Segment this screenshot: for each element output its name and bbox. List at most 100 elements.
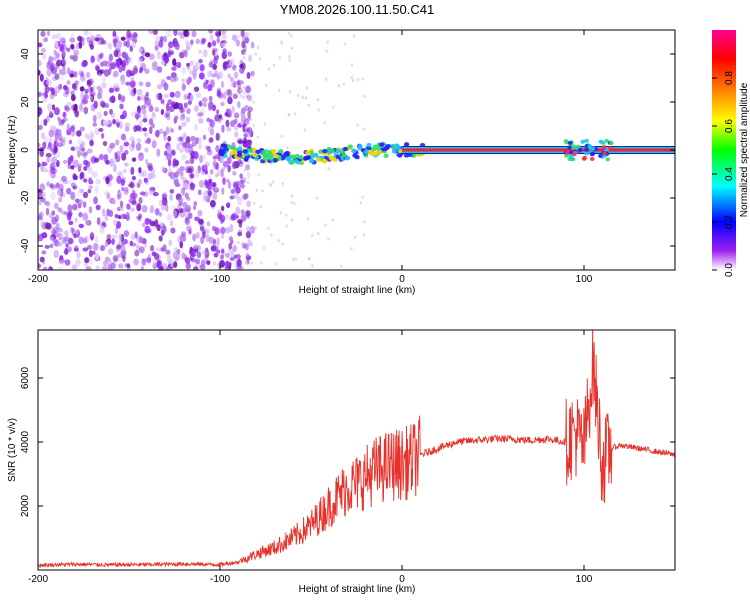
heatmap-cell	[290, 46, 294, 50]
heatmap-cell	[107, 248, 114, 255]
heatmap-cell	[286, 146, 289, 150]
heatmap-cell	[155, 129, 160, 138]
heatmap-cell	[159, 221, 164, 227]
heatmap-cell	[45, 207, 50, 216]
heatmap-cell	[199, 107, 206, 116]
heatmap-cell	[74, 244, 79, 251]
heatmap-cell	[169, 220, 174, 227]
heatmap-cell	[191, 70, 198, 76]
heatmap-cell	[229, 195, 235, 200]
heatmap-cell	[73, 184, 78, 190]
heatmap-cell	[353, 235, 357, 240]
heatmap-cell	[356, 78, 360, 82]
heatmap-cell	[101, 82, 107, 89]
heatmap-cell	[109, 62, 113, 71]
heatmap-cell	[181, 252, 186, 260]
heatmap-cell	[187, 68, 192, 74]
heatmap-cell	[198, 179, 205, 188]
heatmap-cell	[224, 227, 231, 234]
heatmap-cell	[216, 109, 220, 115]
heatmap-cell	[577, 147, 583, 152]
heatmap-cell	[145, 158, 149, 165]
heatmap-cell	[225, 88, 232, 96]
heatmap-cell	[122, 110, 127, 119]
heatmap-cell	[57, 116, 61, 121]
heatmap-x-ticks: -200 -100 0 100	[28, 30, 593, 285]
heatmap-cell	[191, 141, 197, 147]
heatmap-cell	[51, 56, 58, 61]
heatmap-cell	[112, 118, 116, 125]
heatmap-cell	[130, 207, 135, 212]
heatmap-cell	[269, 183, 273, 187]
heatmap-cell	[174, 90, 181, 99]
heatmap-cell	[162, 167, 168, 174]
heatmap-cell	[116, 122, 120, 128]
heatmap-cell	[67, 246, 72, 253]
heatmap-cell	[185, 40, 189, 46]
heatmap-cell	[98, 53, 103, 60]
heatmap-cell	[99, 225, 105, 234]
heatmap-cell	[65, 243, 69, 248]
heatmap-cell	[224, 260, 230, 268]
heatmap-cell	[245, 252, 250, 258]
heatmap-cell	[261, 189, 264, 193]
heatmap-cell	[89, 130, 94, 139]
heatmap-cell	[331, 218, 334, 222]
heatmap-cell	[156, 84, 163, 90]
heatmap-cell	[122, 238, 128, 245]
heatmap-cell	[101, 40, 107, 45]
heatmap-cell	[164, 113, 169, 119]
heatmap-cell	[121, 63, 126, 72]
heatmap-cell	[112, 199, 116, 205]
heatmap-cell	[222, 143, 228, 148]
heatmap-cell	[172, 158, 177, 165]
heatmap-cell	[66, 187, 72, 195]
heatmap-cell	[91, 171, 98, 178]
heatmap-cell	[179, 166, 185, 172]
heatmap-cell	[138, 47, 143, 54]
heatmap-cell	[232, 171, 237, 176]
heatmap-cell	[340, 264, 343, 268]
heatmap-cell	[211, 182, 217, 188]
heatmap-cell	[50, 166, 55, 175]
heatmap-cell	[151, 113, 157, 121]
heatmap-cell	[89, 139, 94, 147]
heatmap-cell	[85, 219, 92, 226]
heatmap-cell	[567, 145, 572, 150]
heatmap-cell	[121, 95, 126, 103]
heatmap-cell	[55, 222, 60, 231]
heatmap-cell	[206, 117, 211, 123]
heatmap-cell	[70, 32, 75, 39]
heatmap-cell	[90, 94, 95, 103]
heatmap-cell	[66, 47, 71, 52]
heatmap-cell	[575, 144, 581, 149]
heatmap-cell	[53, 202, 59, 209]
heatmap-cell	[136, 105, 141, 114]
heatmap-cell	[83, 30, 89, 36]
heatmap-cell	[80, 71, 84, 78]
heatmap-cell	[187, 100, 192, 105]
heatmap-cell	[48, 141, 52, 149]
heatmap-cell	[135, 142, 142, 151]
heatmap-cell	[49, 147, 54, 152]
heatmap-cell	[38, 124, 43, 131]
heatmap-cell	[303, 128, 306, 132]
heatmap-cell	[350, 63, 354, 67]
heatmap-cell	[192, 233, 197, 242]
heatmap-cell	[198, 72, 205, 80]
heatmap-cell	[109, 158, 115, 167]
heatmap-cell	[95, 265, 100, 270]
heatmap-cell	[116, 175, 122, 184]
heatmap-cell	[154, 45, 159, 51]
heatmap-cell	[241, 33, 246, 42]
heatmap-cell	[190, 39, 194, 45]
heatmap-cell	[204, 169, 208, 175]
heatmap-cell	[136, 138, 142, 144]
heatmap-cell	[61, 175, 67, 182]
heatmap-cell	[173, 76, 179, 81]
heatmap-cell	[305, 86, 309, 90]
heatmap-cell	[38, 263, 41, 269]
heatmap-cell	[82, 247, 88, 252]
heatmap-cell	[73, 233, 77, 239]
heatmap-cell	[105, 159, 110, 165]
